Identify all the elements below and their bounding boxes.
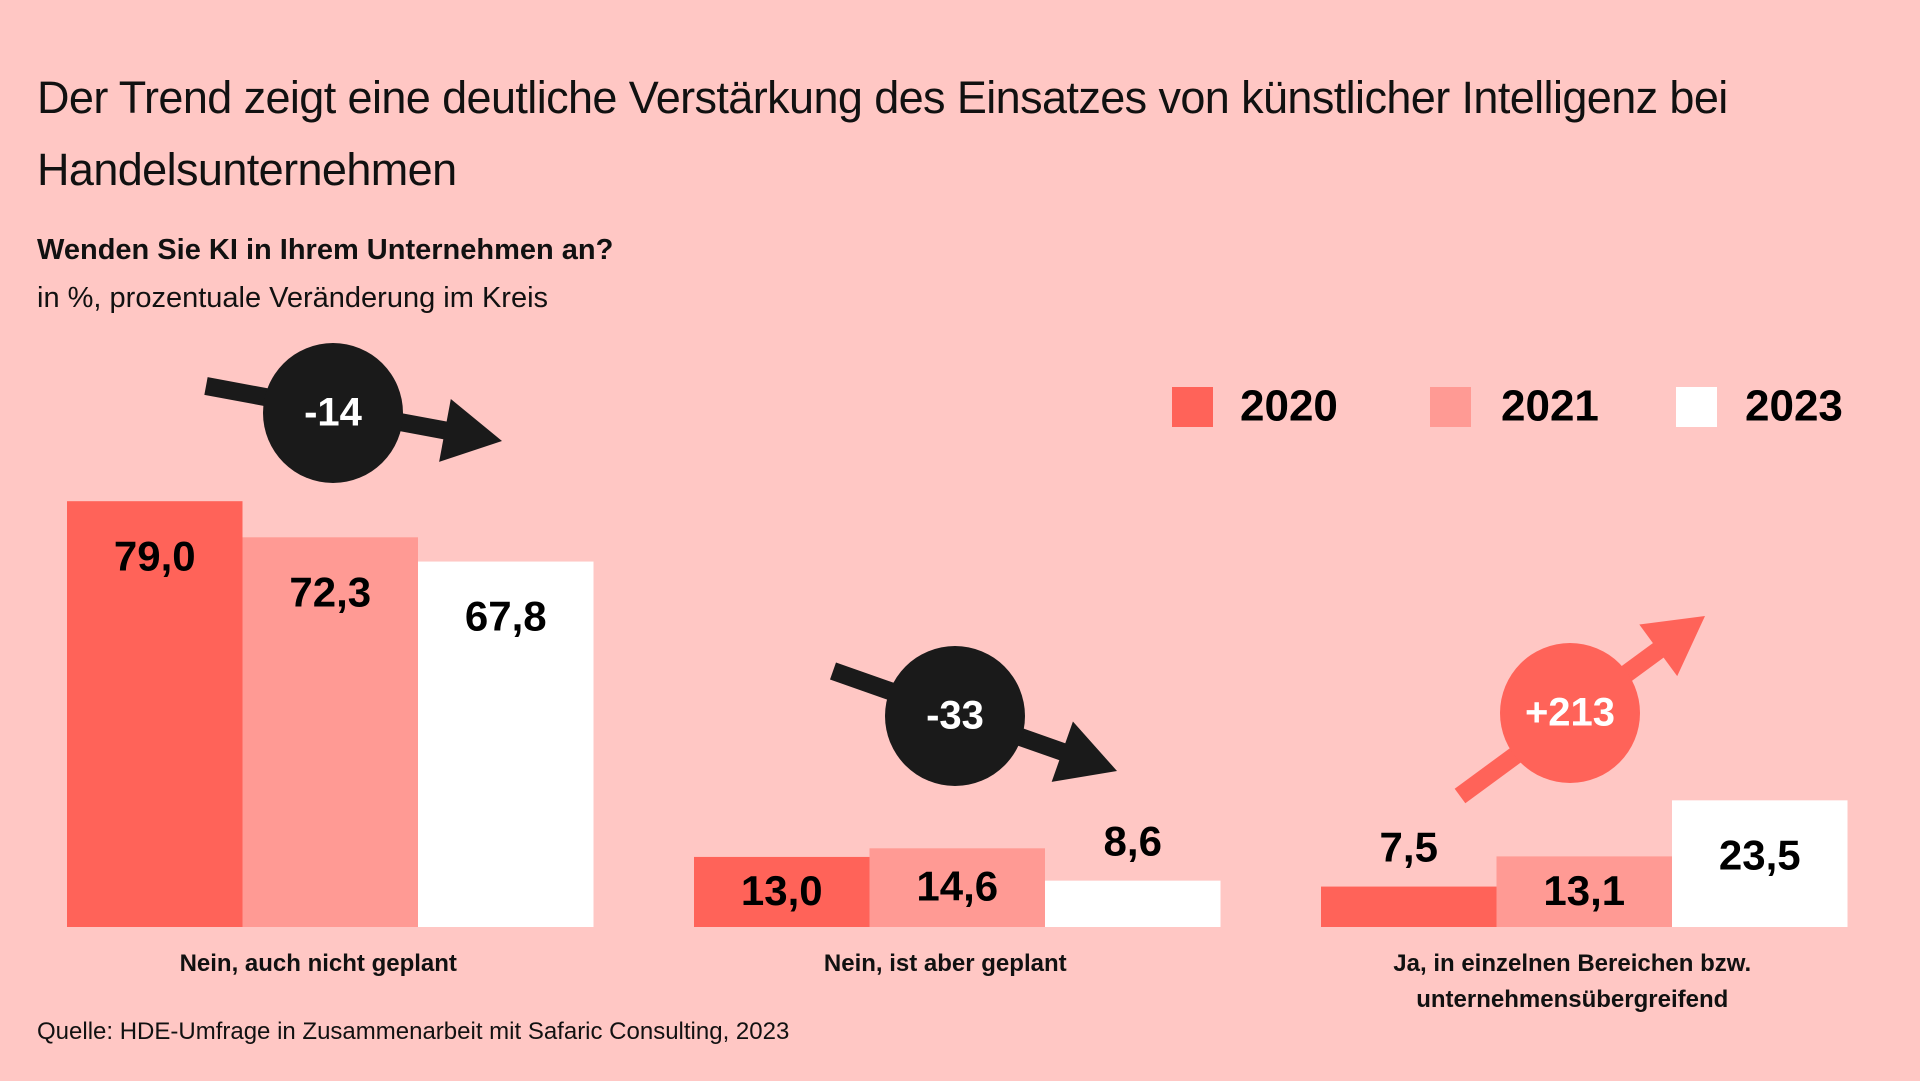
bar (694, 856, 870, 927)
value-label: 23,5 (1719, 831, 1801, 878)
bar (1045, 880, 1221, 927)
value-label: 79,0 (114, 532, 196, 579)
change-arrow-head (1639, 616, 1705, 677)
value-label: 14,6 (916, 863, 998, 910)
category-label: Nein, auch nicht geplant (179, 950, 457, 977)
category-label: Nein, ist aber geplant (823, 950, 1067, 977)
change-label: +213 (1525, 691, 1615, 735)
change-label: -33 (926, 694, 984, 738)
value-label: 67,8 (465, 593, 547, 640)
source: Quelle: HDE-Umfrage in Zusammenarbeit mi… (37, 1018, 790, 1045)
legend-swatch (1430, 387, 1471, 427)
value-label: 7,5 (1380, 824, 1438, 871)
change-circle (885, 646, 1025, 786)
legend-label: 2021 (1501, 382, 1599, 431)
chart-subtitle: Wenden Sie KI in Ihrem Unternehmen an? (37, 234, 614, 266)
legend-label: 2020 (1240, 382, 1338, 431)
legend-swatch (1172, 387, 1213, 427)
unit-note: in %, prozentuale Veränderung im Kreis (37, 282, 549, 314)
bar (869, 848, 1045, 927)
legend-swatch (1676, 387, 1717, 427)
chart-title: Der Trend zeigt eine deutliche Verstärku… (37, 72, 1728, 195)
change-arrow-head (1051, 721, 1117, 782)
value-label: 8,6 (1104, 818, 1162, 865)
bar (1672, 800, 1848, 927)
bar (1321, 886, 1497, 927)
bar (67, 501, 243, 927)
bar (242, 537, 418, 927)
change-label: -14 (304, 391, 363, 435)
bar (1496, 856, 1672, 927)
value-label: 13,0 (741, 867, 823, 914)
value-label: 13,1 (1543, 867, 1625, 914)
change-arrow-head (439, 398, 502, 462)
change-circle (263, 343, 403, 483)
legend-label: 2023 (1745, 382, 1843, 431)
value-label: 72,3 (289, 568, 371, 615)
category-label: Ja, in einzelnen Bereichen bzw. unterneh… (1393, 950, 1752, 1013)
bar (418, 561, 594, 927)
change-circle (1500, 643, 1640, 783)
